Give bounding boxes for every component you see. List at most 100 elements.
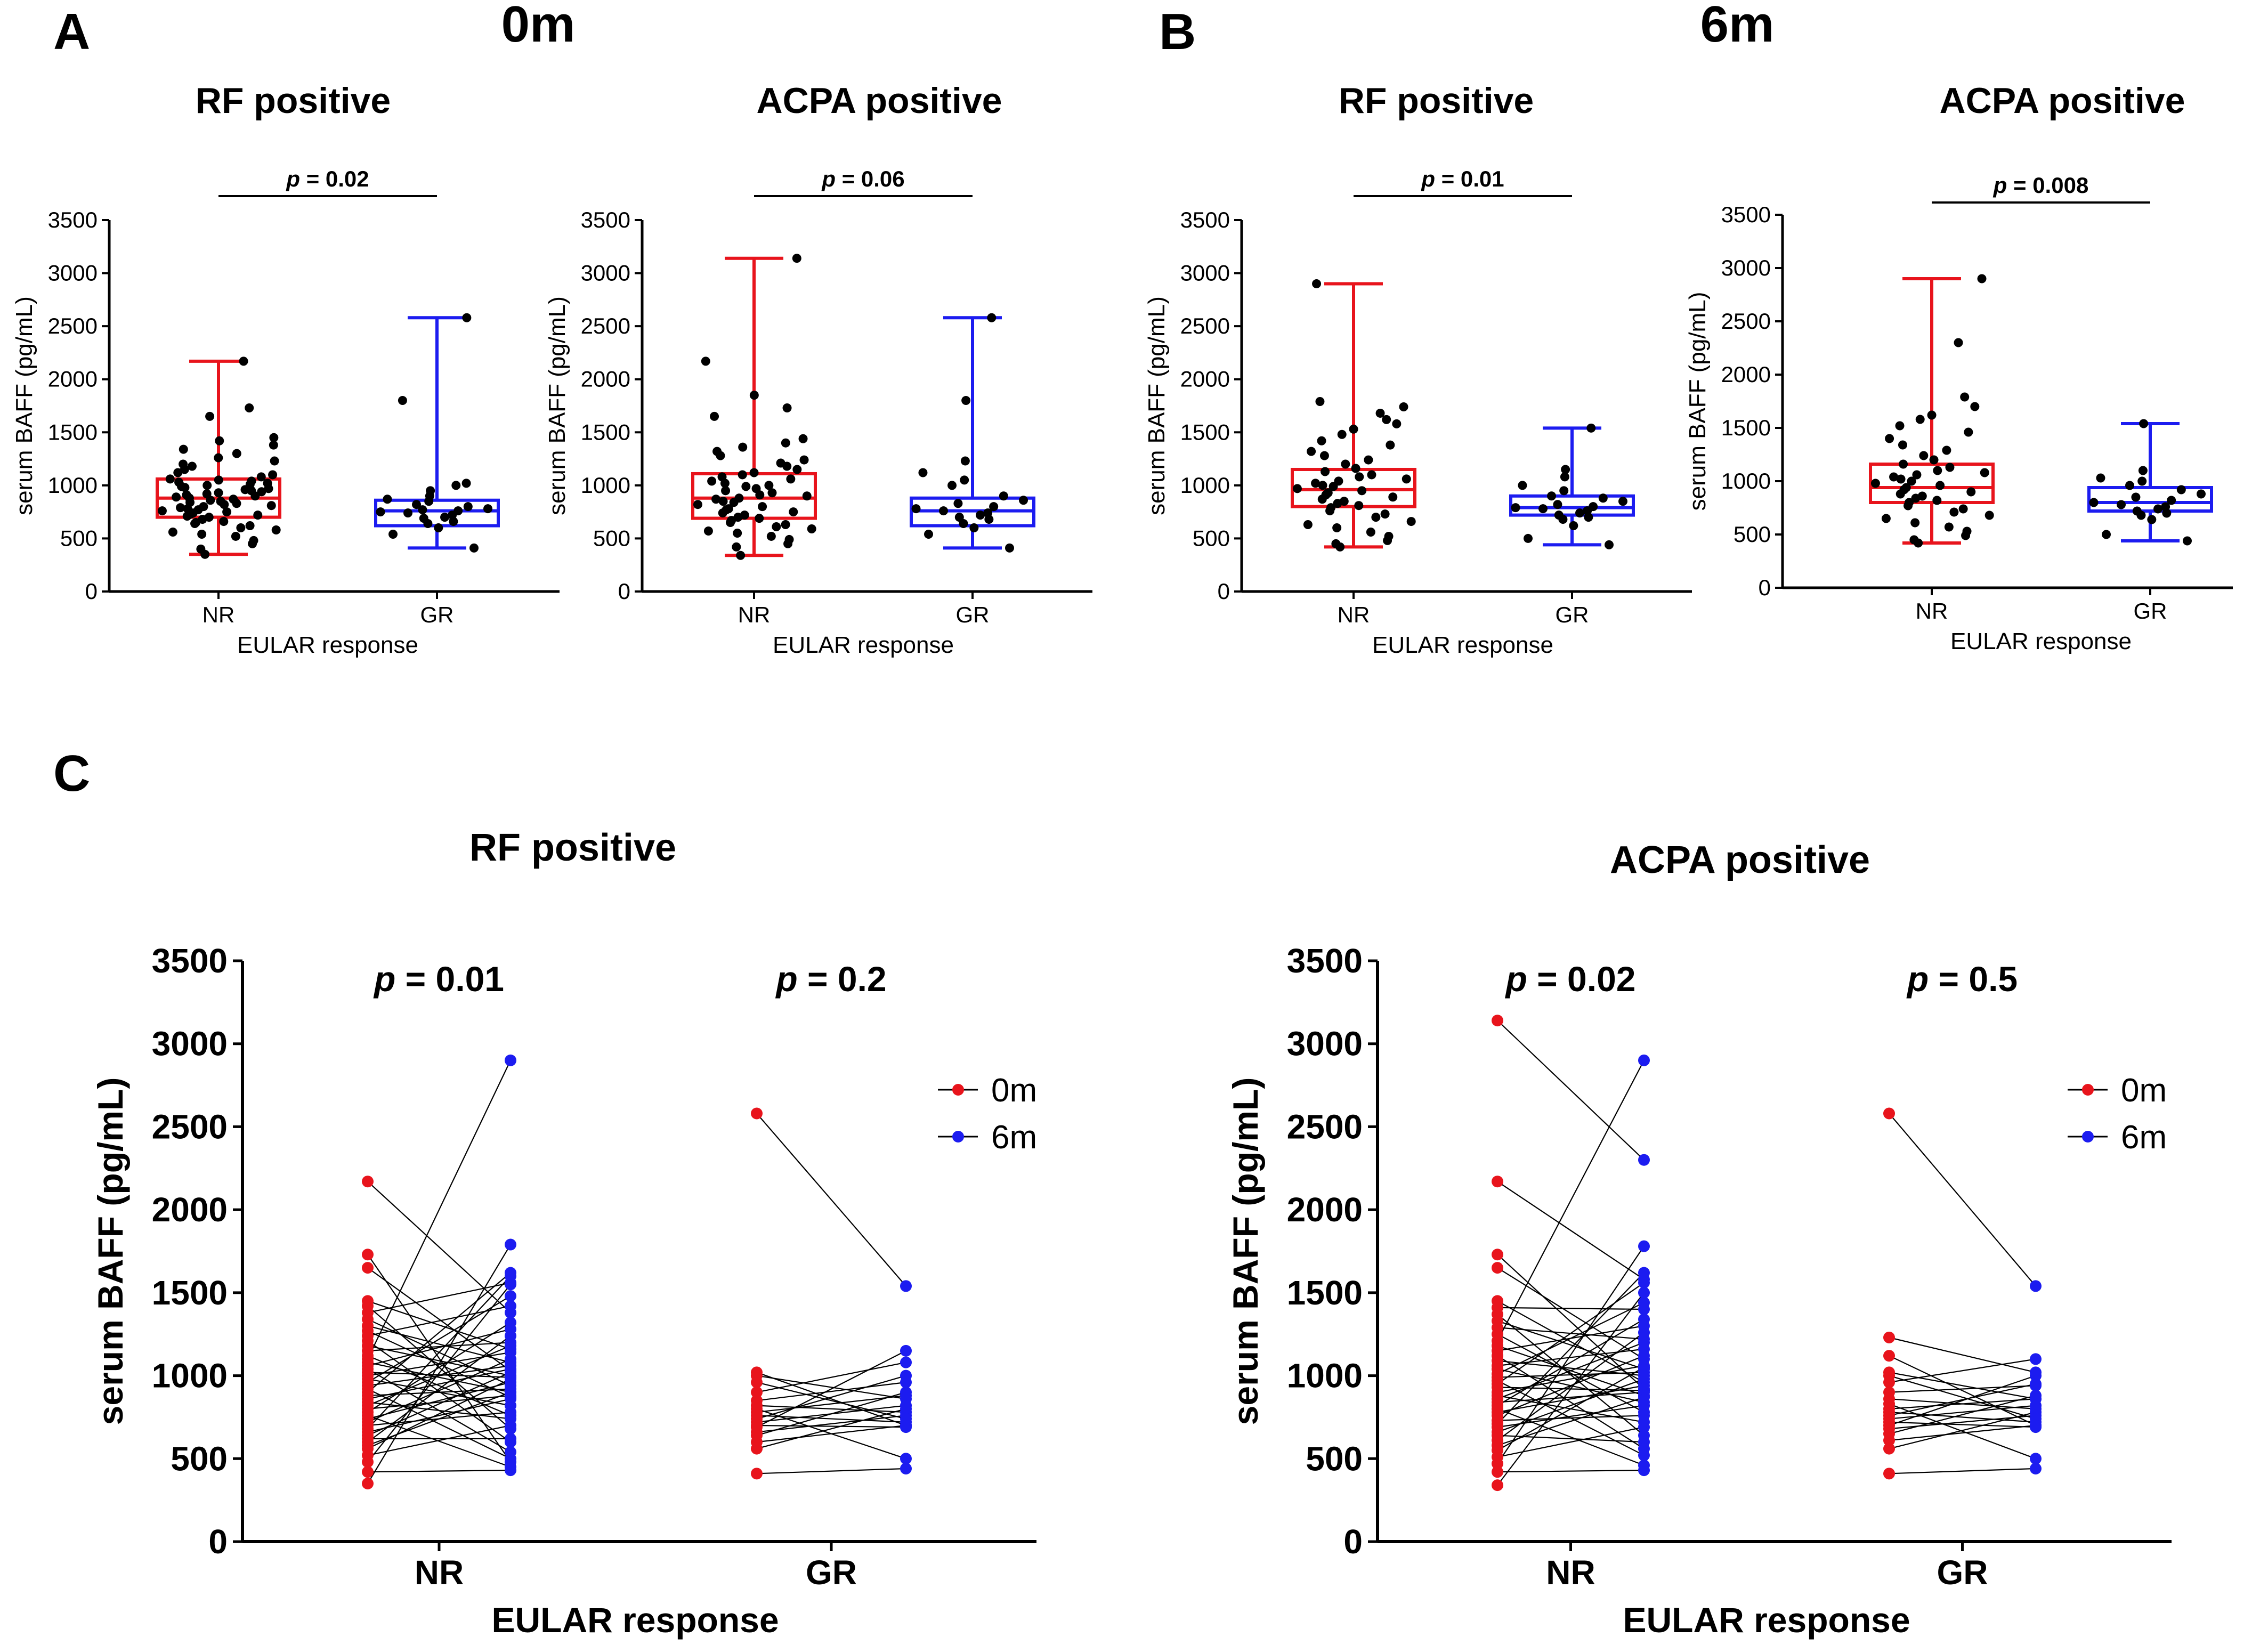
point-6m	[505, 1380, 516, 1392]
box-chart-a-rf: RF positive 0 500 1000 1500 2000 2500 3000 3500 s…	[11, 80, 560, 658]
data-point	[462, 313, 472, 322]
y-tick-label: 3500	[1721, 202, 1771, 227]
data-point	[1337, 430, 1347, 439]
pair-line	[367, 1284, 511, 1463]
p-value-label: p = 0.01	[1421, 166, 1504, 191]
point-0m	[1883, 1350, 1895, 1362]
pair-line	[367, 1388, 511, 1460]
x-axis-label: EULAR response	[1372, 632, 1553, 658]
pair-line	[1889, 1358, 2036, 1383]
y-tick-label: 3000	[581, 261, 630, 286]
data-point	[798, 434, 808, 443]
data-point	[1605, 540, 1614, 549]
point-6m	[1638, 1429, 1650, 1441]
group-gr: GR	[1509, 423, 1635, 627]
data-point	[2161, 502, 2170, 512]
pair-line	[756, 1468, 906, 1474]
data-point	[1917, 491, 1927, 501]
point-0m	[1492, 1176, 1503, 1188]
pair-line	[1497, 1397, 1645, 1446]
data-point	[764, 481, 774, 490]
data-point	[1366, 527, 1375, 537]
data-point	[1919, 451, 1929, 460]
data-point	[257, 487, 266, 497]
data-point	[718, 497, 728, 506]
legend-marker	[952, 1084, 964, 1096]
data-point	[469, 543, 479, 553]
point-0m	[362, 1478, 374, 1489]
pair-line	[367, 1381, 511, 1420]
pair-line	[756, 1381, 906, 1420]
data-point	[1915, 415, 1925, 424]
data-point	[1380, 509, 1390, 519]
data-point	[1399, 402, 1408, 411]
point-6m	[505, 1391, 516, 1404]
pair-line	[367, 1295, 511, 1383]
data-point	[1371, 513, 1381, 522]
y-tick-label: 2500	[1721, 309, 1771, 334]
point-6m	[505, 1456, 516, 1468]
y-axis-label: serum BAFF (pg/mL)	[91, 1077, 130, 1425]
point-6m	[1638, 1416, 1650, 1428]
data-point	[1384, 531, 1394, 541]
pair-line	[756, 1424, 906, 1428]
data-point	[2096, 473, 2105, 483]
p-value: = 0.2	[807, 959, 887, 999]
data-point	[776, 458, 785, 468]
pair-line	[1497, 1333, 1645, 1413]
point-6m	[900, 1280, 912, 1292]
data-point	[1357, 486, 1367, 496]
pair-line	[1497, 1254, 1645, 1390]
data-point	[1985, 510, 1994, 520]
y-tick-label: 3000	[1721, 255, 1771, 280]
data-point	[1319, 451, 1329, 460]
y-tick-label: 3000	[1180, 261, 1230, 286]
data-point	[2125, 481, 2135, 490]
data-point	[256, 472, 266, 482]
x-tick-label: GR	[420, 602, 454, 627]
data-point	[1561, 465, 1570, 474]
point-6m	[505, 1356, 516, 1368]
data-point	[711, 495, 721, 504]
data-point	[269, 433, 279, 442]
data-point	[1980, 468, 1989, 477]
x-tick-label: GR	[2134, 598, 2167, 623]
data-point	[1315, 397, 1325, 407]
y-tick-label: 0	[1218, 579, 1230, 604]
data-point	[1019, 496, 1028, 505]
data-point	[1547, 491, 1557, 501]
data-point	[1586, 423, 1596, 433]
data-point	[792, 465, 802, 474]
data-point	[1367, 470, 1376, 480]
data-point	[712, 447, 722, 456]
data-point	[412, 500, 422, 509]
chart-title: RF positive	[469, 826, 676, 869]
data-point	[751, 484, 761, 493]
data-point	[1364, 455, 1373, 465]
data-point	[939, 506, 949, 516]
data-point	[418, 505, 427, 515]
pair-line	[1497, 1387, 1645, 1391]
p-symbol: p	[1421, 166, 1441, 191]
p-symbol: p	[775, 959, 807, 999]
pair-line	[1889, 1372, 2036, 1400]
pair-line	[367, 1372, 511, 1378]
point-6m	[1638, 1363, 1650, 1375]
data-point	[1910, 518, 1920, 528]
x-axis-label: EULAR response	[237, 632, 418, 658]
point-6m	[2030, 1366, 2042, 1379]
data-point	[2139, 419, 2149, 428]
pair-line	[367, 1060, 511, 1359]
pair-line	[1889, 1421, 2036, 1428]
y-tick-label: 1000	[152, 1357, 228, 1395]
pair-line	[367, 1267, 511, 1372]
x-tick-label: NR	[1338, 602, 1370, 627]
data-point	[1351, 464, 1360, 473]
data-point	[270, 456, 279, 466]
data-point	[176, 503, 185, 513]
data-point	[1553, 500, 1562, 509]
pair-line	[1497, 1332, 1645, 1441]
box-chart-b-acpa: ACPA positive 0 500 1000 1500 2000 2500 3000 350…	[1684, 80, 2233, 654]
data-point	[268, 470, 278, 480]
